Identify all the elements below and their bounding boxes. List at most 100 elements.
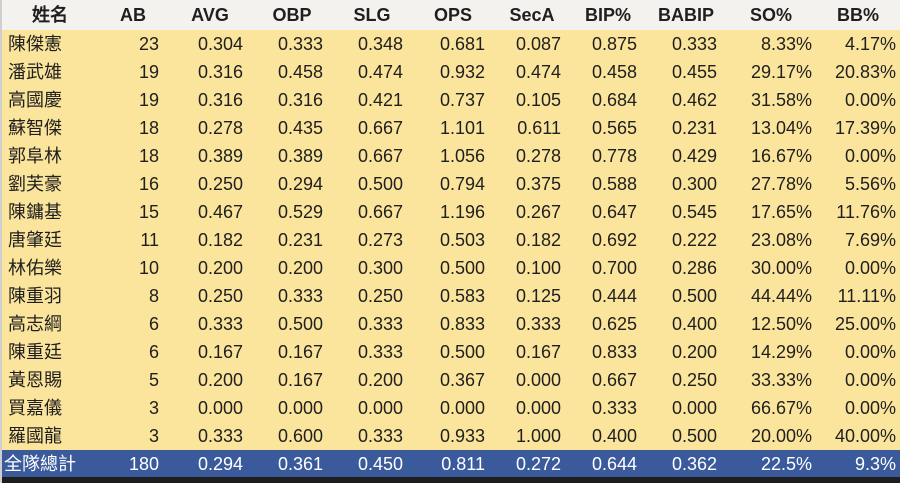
player-name-cell: 唐肇廷 — [8, 230, 62, 250]
stat-cell: 0.333 — [357, 342, 403, 362]
stat-cell: 0.600 — [277, 426, 323, 446]
stat-cell: 17.39% — [834, 118, 896, 138]
player-name-cell: 潘武雄 — [8, 62, 62, 82]
total-stat-cell: 0.294 — [197, 453, 243, 474]
stat-cell: 0.200 — [197, 370, 243, 390]
stat-cell: 7.69% — [844, 230, 896, 250]
stat-cell: 0.400 — [591, 426, 637, 446]
stat-cell: 0.500 — [671, 286, 717, 306]
player-name-cell: 高志綱 — [8, 314, 62, 334]
stat-cell: 0.267 — [515, 202, 561, 222]
stat-cell: 0.667 — [357, 118, 403, 138]
table-row: 陳鏞基 15 0.467 0.529 0.667 1.196 0.267 0.647 0.545… — [2, 198, 900, 226]
player-name-cell: 陳傑憲 — [8, 34, 62, 54]
table-row: 陳重羽 8 0.250 0.333 0.250 0.583 0.125 0.444 0.500 4… — [2, 282, 900, 310]
player-name-cell: 高國慶 — [8, 90, 62, 110]
stat-cell: 0.00% — [844, 398, 896, 418]
stat-cell: 0.684 — [591, 90, 637, 110]
stat-cell: 13.04% — [750, 118, 812, 138]
stat-cell: 0.125 — [515, 286, 561, 306]
total-stat-cell: 22.5% — [760, 453, 812, 474]
stat-cell: 0.105 — [515, 90, 561, 110]
stat-cell: 0.250 — [197, 286, 243, 306]
stat-cell: 0.933 — [439, 426, 485, 446]
stat-cell: 29.17% — [750, 62, 812, 82]
player-name-cell: 林佑樂 — [8, 258, 62, 278]
stat-cell: 0.000 — [515, 370, 561, 390]
stat-cell: 17.65% — [750, 202, 812, 222]
stat-cell: 0.737 — [439, 90, 485, 110]
stat-cell: 0.794 — [439, 174, 485, 194]
stat-cell: 0.000 — [277, 398, 323, 418]
stat-cell: 0.625 — [591, 314, 637, 334]
stat-cell: 0.000 — [515, 398, 561, 418]
stat-cell: 20.00% — [750, 426, 812, 446]
stat-cell: 4.17% — [844, 34, 896, 54]
stat-cell: 0.300 — [671, 174, 717, 194]
stat-cell: 0.400 — [671, 314, 717, 334]
stat-cell: 23 — [138, 34, 159, 54]
total-stat-cell: 0.272 — [515, 453, 561, 474]
stat-cell: 14.29% — [750, 342, 812, 362]
stat-cell: 0.333 — [591, 398, 637, 418]
stat-cell: 0.000 — [357, 398, 403, 418]
stat-cell: 11.11% — [837, 286, 896, 306]
header-row: 姓名 AB AVG OBP SLG OPS SecA BIP% BABIP SO% BB% — [2, 0, 900, 30]
stat-cell: 0.389 — [277, 146, 323, 166]
total-stat-cell: 0.811 — [441, 453, 485, 474]
stat-cell: 0.333 — [277, 286, 323, 306]
stat-cell: 0.00% — [844, 146, 896, 166]
table-row: 林佑樂 10 0.200 0.200 0.300 0.500 0.100 0.700 0.286… — [2, 254, 900, 282]
stat-cell: 3 — [148, 398, 159, 418]
stat-cell: 0.100 — [515, 258, 561, 278]
stat-cell: 0.00% — [844, 258, 896, 278]
stat-cell: 0.500 — [671, 426, 717, 446]
stat-cell: 16 — [138, 174, 159, 194]
stat-cell: 0.273 — [357, 230, 403, 250]
table-row: 陳傑憲 23 0.304 0.333 0.348 0.681 0.087 0.875 0.333… — [2, 30, 900, 58]
player-name-cell: 買嘉儀 — [8, 398, 62, 418]
stat-cell: 10 — [138, 258, 159, 278]
table-row: 高志綱 6 0.333 0.500 0.333 0.833 0.333 0.625 0.400 1… — [2, 310, 900, 338]
stat-cell: 19 — [138, 62, 159, 82]
stat-cell: 11.76% — [836, 202, 896, 222]
player-name-cell: 羅國龍 — [8, 426, 62, 446]
stat-cell: 0.583 — [439, 286, 485, 306]
stat-cell: 0.200 — [357, 370, 403, 390]
total-row: 全隊總計 180 0.294 0.361 0.450 0.811 0.272 0.644 0.3… — [2, 450, 900, 477]
stat-cell: 0.667 — [357, 146, 403, 166]
stat-cell: 0.167 — [197, 342, 243, 362]
stat-cell: 0.231 — [277, 230, 323, 250]
stat-cell: 0.681 — [439, 34, 485, 54]
stat-cell: 0.333 — [197, 314, 243, 334]
stat-cell: 0.348 — [357, 34, 403, 54]
stat-cell: 0.529 — [277, 202, 323, 222]
total-stat-cell: 0.361 — [277, 453, 323, 474]
stat-cell: 0.467 — [197, 202, 243, 222]
stat-cell: 0.778 — [591, 146, 637, 166]
table-row: 羅國龍 3 0.333 0.600 0.333 0.933 1.000 0.400 0.500 2… — [2, 422, 900, 450]
stat-cell: 0.500 — [277, 314, 323, 334]
player-name-cell: 陳重羽 — [8, 286, 62, 306]
stat-cell: 0.421 — [357, 90, 403, 110]
stat-cell: 66.67% — [750, 398, 812, 418]
stat-cell: 0.250 — [197, 174, 243, 194]
player-name-cell: 陳重廷 — [8, 342, 62, 362]
stat-cell: 30.00% — [750, 258, 812, 278]
stat-cell: 0.00% — [844, 90, 896, 110]
stat-cell: 0.667 — [357, 202, 403, 222]
stat-cell: 5.56% — [844, 174, 896, 194]
stat-cell: 0.474 — [515, 62, 561, 82]
total-stat-cell: 0.362 — [671, 453, 717, 474]
stat-cell: 0.316 — [197, 90, 243, 110]
player-name-cell: 劉芙豪 — [8, 174, 62, 194]
table-row: 蘇智傑 18 0.278 0.435 0.667 1.101 0.611 0.565 0.231… — [2, 114, 900, 142]
stat-cell: 0.367 — [439, 370, 485, 390]
table-bottom-border — [2, 477, 900, 483]
stat-cell: 0.435 — [277, 118, 323, 138]
stat-cell: 5 — [148, 370, 159, 390]
stat-cell: 0.389 — [197, 146, 243, 166]
stat-cell: 25.00% — [834, 314, 896, 334]
table-row: 郭阜林 18 0.389 0.389 0.667 1.056 0.278 0.778 0.429… — [2, 142, 900, 170]
stat-cell: 0.167 — [277, 342, 323, 362]
